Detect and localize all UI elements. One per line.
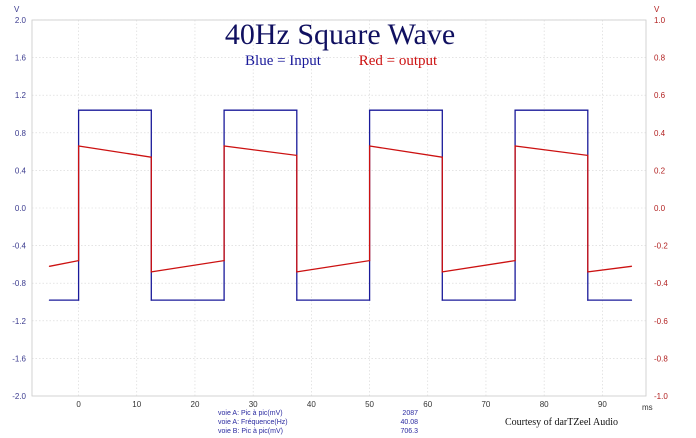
- data-point: [77, 109, 80, 111]
- data-point: [223, 145, 225, 147]
- x-tick-label: 30: [249, 400, 258, 409]
- legend-input: Blue = Input: [245, 53, 322, 69]
- data-point: [368, 145, 371, 147]
- y-left-tick-label: -2.0: [12, 392, 26, 401]
- readout-value-b-pp: 706.3: [400, 428, 418, 435]
- y-right-tick-label: -1.0: [654, 392, 668, 401]
- data-point: [150, 109, 152, 111]
- x-axis-unit: ms: [642, 403, 653, 412]
- x-axis-ticks: 0 10 20 30 40 50 60 70 80 90: [76, 400, 607, 409]
- readout-label-a-pp: voie A: Pic à pic(mV): [218, 410, 283, 417]
- readout-label-b-pp: voie B: Pic à pic(mV): [218, 428, 283, 435]
- data-point: [150, 299, 152, 301]
- data-point: [587, 154, 589, 156]
- x-tick-label: 10: [132, 400, 141, 409]
- y-right-tick-label: -0.4: [654, 279, 668, 288]
- data-point: [514, 260, 516, 262]
- readout-label-a-freq: voie A: Fréquence(Hz): [218, 419, 288, 426]
- data-point: [77, 299, 80, 301]
- data-point: [514, 109, 516, 111]
- left-axis-unit: V: [14, 5, 20, 14]
- data-point: [630, 265, 633, 267]
- data-point: [77, 260, 80, 262]
- y-right-tick-label: 0.6: [654, 91, 666, 100]
- data-point: [223, 109, 225, 111]
- y-left-tick-label: 0.8: [15, 129, 27, 138]
- y-left-tick-label: 0.0: [15, 204, 27, 213]
- y-left-tick-label: 2.0: [15, 16, 27, 25]
- data-point: [223, 260, 225, 262]
- y-right-tick-label: 1.0: [654, 16, 666, 25]
- data-point: [296, 299, 298, 301]
- y-right-tick-label: 0.8: [654, 54, 666, 63]
- y-right-tick-label: 0.2: [654, 166, 666, 175]
- data-point: [48, 265, 51, 267]
- y-right-tick-label: -0.8: [654, 354, 668, 363]
- y-left-tick-label: -0.4: [12, 242, 26, 251]
- data-point: [48, 299, 51, 301]
- x-tick-label: 0: [76, 400, 81, 409]
- data-point: [296, 109, 298, 111]
- data-point: [514, 299, 516, 301]
- y-right-tick-label: 0.0: [654, 204, 666, 213]
- y-right-tick-label: -0.6: [654, 317, 668, 326]
- credit-text: Courtesy of darTZeel Audio: [505, 417, 618, 428]
- data-point: [441, 156, 443, 158]
- data-point: [223, 299, 225, 301]
- data-point: [77, 145, 80, 147]
- x-tick-label: 50: [365, 400, 374, 409]
- series-line-input: [49, 109, 632, 301]
- legend-output: Red = output: [359, 53, 438, 69]
- x-tick-label: 40: [307, 400, 316, 409]
- y-right-tick-label: 0.4: [654, 129, 666, 138]
- chart-title: 40Hz Square Wave: [225, 18, 455, 51]
- right-axis-unit: V: [654, 5, 660, 14]
- data-point: [441, 109, 443, 111]
- data-point: [296, 154, 298, 156]
- y-left-tick-label: -1.6: [12, 354, 26, 363]
- data-point: [514, 145, 516, 147]
- data-point: [441, 299, 443, 301]
- data-point: [368, 109, 371, 111]
- series-line-output: [49, 145, 632, 273]
- y-left-tick-label: -1.2: [12, 317, 26, 326]
- data-point: [587, 271, 589, 273]
- series-group: [48, 109, 633, 301]
- data-point: [368, 260, 371, 262]
- y-right-tick-label: -0.2: [654, 242, 668, 251]
- readout-value-a-pp: 2087: [402, 410, 418, 417]
- data-point: [587, 109, 589, 111]
- y-left-tick-label: -0.8: [12, 279, 26, 288]
- data-point: [150, 156, 152, 158]
- data-point: [587, 299, 589, 301]
- y-left-tick-label: 0.4: [15, 166, 27, 175]
- readout-value-a-freq: 40.08: [400, 419, 418, 426]
- y-left-tick-label: 1.2: [15, 91, 27, 100]
- data-point: [368, 299, 371, 301]
- data-point: [150, 271, 152, 273]
- data-point: [630, 299, 633, 301]
- left-axis-ticks: 2.0 1.6 1.2 0.8 0.4 0.0 -0.4 -0.8 -1.2 -1.6 -2.0: [12, 16, 26, 401]
- x-tick-label: 80: [540, 400, 549, 409]
- x-tick-label: 70: [481, 400, 490, 409]
- x-tick-label: 90: [598, 400, 607, 409]
- y-left-tick-label: 1.6: [15, 54, 27, 63]
- data-point: [296, 271, 298, 273]
- x-tick-label: 20: [191, 400, 200, 409]
- grid: [31, 19, 647, 397]
- right-axis-ticks: 1.0 0.8 0.6 0.4 0.2 0.0 -0.2 -0.4 -0.6 -0.8 -1.0: [654, 16, 668, 401]
- x-tick-label: 60: [423, 400, 432, 409]
- data-point: [441, 271, 443, 273]
